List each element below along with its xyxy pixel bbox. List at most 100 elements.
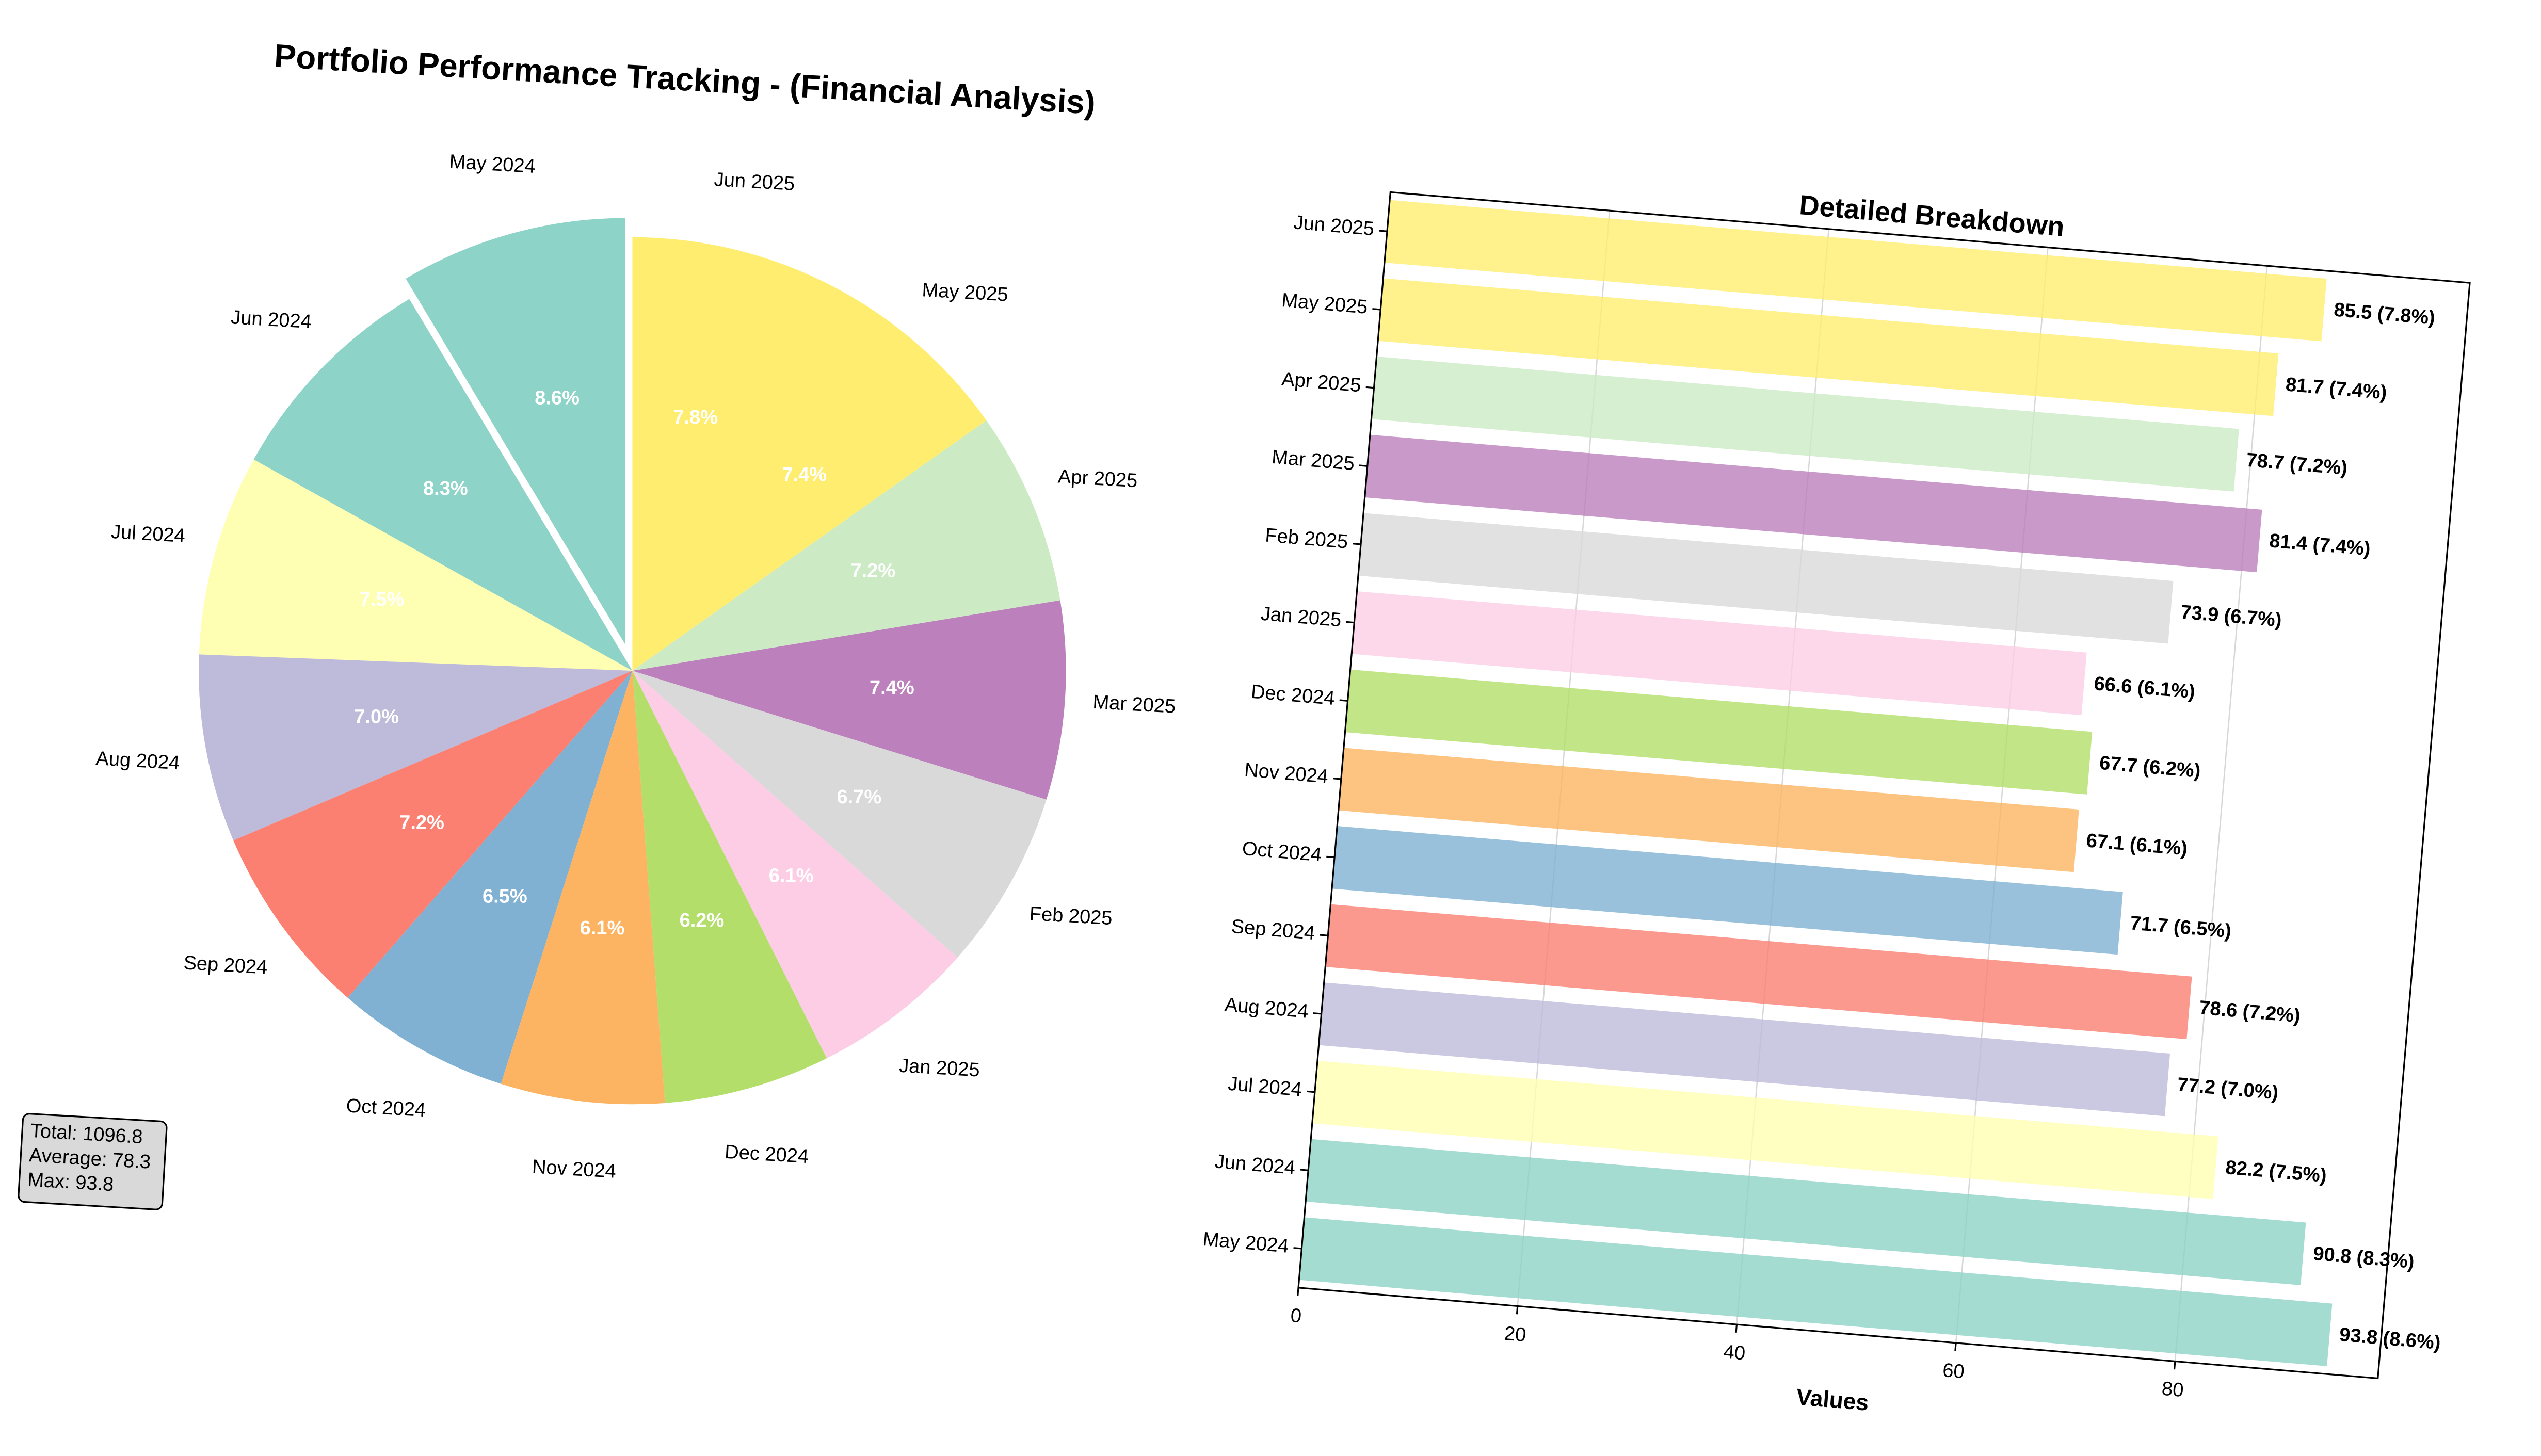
- y-tick-label: Sep 2024: [1230, 916, 1316, 944]
- pie-category-label: Jun 2024: [230, 306, 312, 333]
- bar: [1378, 278, 2279, 416]
- y-tick: [1306, 1090, 1315, 1093]
- bar: [1371, 357, 2239, 492]
- bar: [1358, 513, 2174, 644]
- pie-category-label: Jan 2025: [898, 1055, 980, 1081]
- bar: [1338, 748, 2079, 872]
- pie-percent-label: 7.2%: [399, 812, 444, 833]
- stats-text: Max: 93.8: [27, 1169, 114, 1196]
- x-tick: [1954, 1342, 1957, 1351]
- pie-slice: [632, 671, 958, 1059]
- pie-category-label: May 2024: [449, 151, 536, 177]
- y-tick-label: Jun 2024: [1214, 1151, 1296, 1179]
- y-tick-label: Jun 2025: [1293, 212, 1375, 240]
- bar-value-label: 77.2 (7.0%): [2176, 1074, 2279, 1104]
- pie-percent-label: 6.1%: [769, 865, 814, 886]
- pie-slice: [632, 671, 1047, 958]
- y-tick-label: Jul 2024: [1227, 1073, 1303, 1101]
- bar-value-label: 67.1 (6.1%): [2085, 830, 2188, 860]
- chart-title: Detailed Breakdown: [1798, 189, 2066, 242]
- y-tick-label: Jan 2025: [1260, 603, 1342, 632]
- pie-percent-label: 6.1%: [580, 917, 625, 939]
- y-tick: [1313, 1012, 1322, 1015]
- bar: [1306, 1139, 2306, 1285]
- pie-category-label: Jul 2024: [110, 521, 186, 547]
- bar: [1325, 904, 2192, 1040]
- pie-category-label: Aug 2024: [95, 748, 180, 774]
- pie-panel: Portfolio Performance Tracking - (Financ…: [18, 38, 1176, 1210]
- bar-value-label: 67.7 (6.2%): [2099, 752, 2201, 782]
- pie-category-label: Feb 2025: [1029, 903, 1113, 929]
- pie-category-label: Oct 2024: [346, 1095, 427, 1121]
- pie-category-label: Nov 2024: [532, 1156, 617, 1183]
- bar-value-label: 93.8 (8.6%): [2339, 1324, 2441, 1354]
- pie-percent-label: 8.3%: [423, 478, 468, 499]
- pie-percent-label: 6.2%: [680, 910, 725, 931]
- pie-slice: [632, 671, 827, 1103]
- pie-slice: [632, 420, 1060, 671]
- pie-percent-label: 7.4%: [870, 677, 914, 699]
- y-tick-label: Apr 2025: [1281, 368, 1362, 397]
- bar-value-label: 81.4 (7.4%): [2269, 530, 2371, 560]
- bar-value-label: 78.6 (7.2%): [2198, 997, 2301, 1027]
- chart-title: Portfolio Performance Tracking - (Financ…: [274, 38, 1097, 121]
- pie-slice: [199, 459, 633, 671]
- bar-value-label: 90.8 (8.3%): [2312, 1243, 2415, 1273]
- pie-percent-label: 7.8%: [673, 407, 718, 428]
- y-tick-label: Oct 2024: [1241, 838, 1322, 866]
- pie-percent-label: 7.2%: [850, 560, 895, 582]
- bar-value-label: 85.5 (7.8%): [2333, 299, 2436, 329]
- bar: [1345, 669, 2093, 795]
- y-tick-label: Mar 2025: [1271, 446, 1356, 475]
- pie-slice: [501, 671, 665, 1105]
- y-tick-label: May 2025: [1281, 289, 1369, 318]
- pie-percent-label: 7.5%: [360, 589, 405, 610]
- pie-slice: [632, 600, 1066, 800]
- bar-value-label: 82.2 (7.5%): [2225, 1157, 2327, 1187]
- bar: [1384, 200, 2327, 342]
- bar: [1318, 982, 2170, 1117]
- bar: [1312, 1060, 2218, 1199]
- bar: [1352, 591, 2087, 716]
- bar-value-label: 81.7 (7.4%): [2285, 374, 2388, 403]
- pie-slice: [632, 237, 837, 671]
- x-axis-label: Values: [1795, 1384, 1870, 1416]
- bar-value-label: 78.7 (7.2%): [2245, 449, 2348, 479]
- y-tick-label: Dec 2024: [1250, 681, 1336, 709]
- bar-value-label: 66.6 (6.1%): [2093, 673, 2196, 703]
- y-tick: [1339, 699, 1348, 702]
- pie-category-label: Dec 2024: [724, 1141, 809, 1168]
- pie-percent-label: 8.6%: [535, 387, 580, 409]
- y-tick-label: Nov 2024: [1244, 759, 1329, 787]
- y-tick: [1293, 1247, 1302, 1250]
- pie-percent-label: 7.0%: [354, 706, 399, 727]
- pie-slice: [401, 215, 629, 656]
- x-tick-label: 40: [1723, 1341, 1746, 1364]
- plot-frame: [1297, 191, 2471, 1380]
- pie-category-label: May 2025: [922, 279, 1009, 306]
- bar: [1331, 826, 2123, 955]
- pie-slice: [347, 671, 633, 1084]
- pie-category-label: Mar 2025: [1092, 691, 1176, 718]
- y-tick-label: Aug 2024: [1224, 994, 1309, 1022]
- bar-panel: Detailed Breakdown 0 20 40 60 80 Values 93.8 (8…: [1202, 189, 2471, 1416]
- y-tick: [1372, 308, 1381, 311]
- y-tick: [1359, 464, 1368, 467]
- y-tick-label: May 2024: [1202, 1228, 1290, 1257]
- pie-percent-label: 6.7%: [837, 786, 882, 808]
- pie-slice: [632, 288, 987, 671]
- x-tick-label: 0: [1290, 1305, 1302, 1328]
- y-tick: [1326, 855, 1335, 859]
- pie-category-label: Jun 2025: [714, 169, 796, 195]
- pie-slice: [199, 654, 633, 840]
- bar-value-label: 71.7 (6.5%): [2129, 912, 2232, 942]
- pie-percent-label: 6.5%: [483, 886, 527, 908]
- pie-category-label: Apr 2025: [1057, 465, 1138, 492]
- bar: [1299, 1217, 2333, 1366]
- pie-category-label: Sep 2024: [183, 952, 268, 978]
- bar-value-label: 73.9 (6.7%): [2180, 601, 2282, 631]
- pie-slice: [233, 671, 633, 998]
